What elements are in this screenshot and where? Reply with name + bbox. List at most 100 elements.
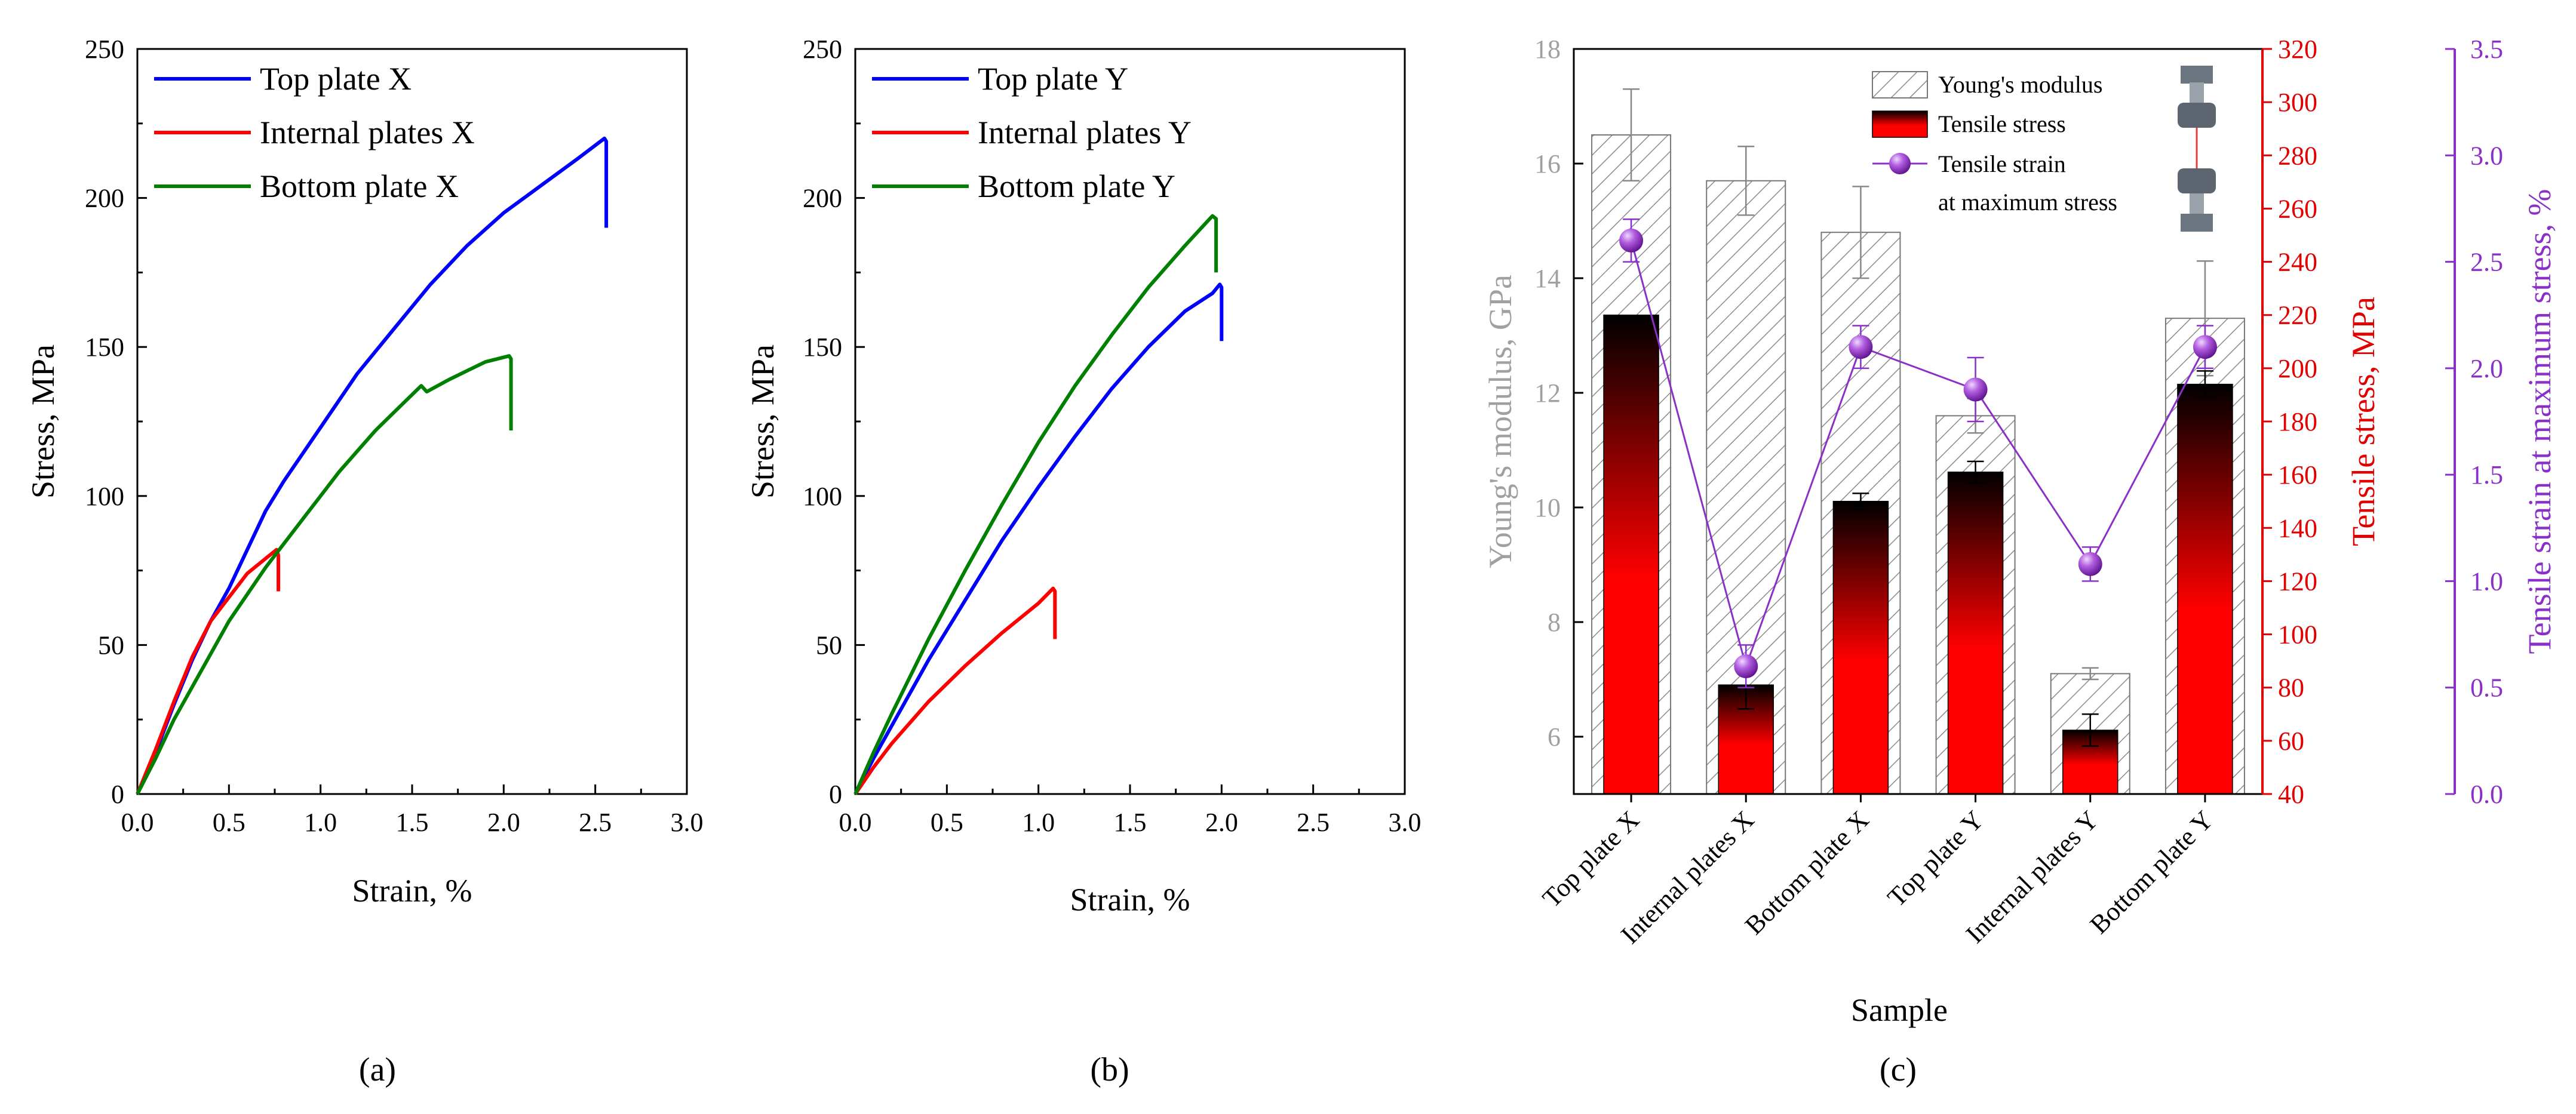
left-axis-label-c: Young's modulus, GPa (1482, 275, 1518, 568)
left-tick-label: 6 (1548, 722, 1561, 752)
axes-b-ticks: 0.0 0.5 1.0 1.5 2.0 2.5 3.0 0 50 100 150 200 250 (803, 35, 1421, 837)
stress-tick-label: 280 (2278, 141, 2317, 170)
left-tick-label: 10 (1534, 493, 1561, 522)
series-line-top-plate-x (136, 136, 609, 795)
plot-b-series (853, 214, 1224, 795)
strain-marker (1963, 377, 1988, 402)
strain-marker (2193, 335, 2217, 359)
legend-label: Internal plates X (260, 115, 475, 150)
left-tick-label: 12 (1534, 378, 1561, 408)
axes-a-ticks: 0.0 0.5 1.0 1.5 2.0 2.5 3.0 0 50 100 150 200 250 (85, 35, 704, 837)
y-tick-label: 200 (803, 184, 842, 213)
strain-marker (1619, 228, 1644, 253)
strain-series-c (1619, 219, 2217, 688)
panel-label-c: (c) (1880, 1051, 1917, 1088)
y-tick-label: 250 (85, 35, 124, 64)
series-line-bottom-plate-y (853, 214, 1218, 795)
panel-label-a: (a) (359, 1051, 396, 1088)
x-tick-label: 0.5 (931, 808, 963, 837)
legend-b: Top plate Y Internal plates Y Bottom plate… (872, 61, 1192, 204)
stress-tick-label: 220 (2278, 301, 2317, 330)
strain-tick-label: 0.0 (2470, 780, 2503, 809)
legend-label: Internal plates Y (978, 115, 1192, 150)
x-tick-label: 2.0 (487, 808, 520, 837)
stress-tick-label: 160 (2278, 460, 2317, 490)
y-tick-label: 50 (98, 630, 124, 660)
legend-modulus-swatch (1872, 71, 1928, 99)
series-line-top-plate-y (853, 282, 1224, 795)
x-tick-label: 3.0 (671, 808, 704, 837)
stress-bar (2177, 383, 2233, 795)
strain-tick-label: 3.0 (2470, 141, 2503, 170)
strain-tick-label: 3.5 (2470, 35, 2503, 64)
y-axis-label-b: Stress, MPa (745, 344, 781, 498)
x-tick-label: 0.0 (839, 808, 872, 837)
strain-tick-label: 1.5 (2470, 460, 2503, 490)
tensile-specimen-icon (2178, 66, 2216, 232)
stress-tick-label: 180 (2278, 407, 2317, 436)
strain-tick-label: 2.5 (2470, 248, 2503, 277)
strain-tick-label: 0.5 (2470, 673, 2503, 703)
stress-bar (1603, 314, 1659, 795)
strain-marker (1734, 654, 1758, 679)
bars-c (1591, 134, 2245, 795)
legend-strain-marker (1889, 153, 1911, 174)
stress-tick-label: 240 (2278, 248, 2317, 277)
left-tick-label: 8 (1548, 608, 1561, 637)
legend-label: Top plate X (260, 61, 412, 97)
panel-label-b: (b) (1090, 1051, 1129, 1088)
x-axis-label-c: Sample (1851, 992, 1948, 1028)
left-tick-label: 16 (1534, 149, 1561, 179)
legend-label: Top plate Y (978, 61, 1128, 97)
y-tick-label: 250 (803, 35, 842, 64)
x-tick-label: 0.0 (121, 808, 154, 837)
y-tick-label: 200 (85, 184, 124, 213)
category-tick-label: Bottom plate X (1739, 805, 1874, 940)
x-tick-label: 0.5 (213, 808, 245, 837)
x-axis-label-b: Strain, % (1070, 882, 1190, 918)
stress-tick-label: 100 (2278, 620, 2317, 650)
plot-a-series (136, 136, 609, 795)
stress-tick-label: 120 (2278, 567, 2317, 596)
stress-tick-label: 300 (2278, 88, 2317, 117)
panel-c: 6 8 10 12 14 16 18 40 60 80 100 120 140 160 180 200 220 2… (1482, 35, 2557, 1088)
left-tick-label: 18 (1534, 35, 1561, 64)
series-line-internal-plates-y (853, 586, 1057, 795)
strain-line (1630, 240, 2206, 670)
series-line-bottom-plate-x (136, 354, 513, 795)
legend-a: Top plate X Internal plates X Bottom plate… (154, 61, 475, 204)
panel-b: 0.0 0.5 1.0 1.5 2.0 2.5 3.0 0 50 100 150 200 250 Top… (745, 35, 1421, 1088)
stress-tick-label: 40 (2278, 780, 2304, 809)
category-tick-label: Top plate X (1537, 805, 1645, 913)
x-tick-label: 2.5 (579, 808, 612, 837)
stress-tick-label: 260 (2278, 194, 2317, 223)
legend-stress-swatch (1872, 110, 1928, 138)
legend-label: Bottom plate Y (978, 168, 1175, 204)
y-tick-label: 150 (85, 333, 124, 362)
plot-frame-b (854, 48, 1406, 795)
x-tick-label: 1.0 (1022, 808, 1055, 837)
strain-tick-label: 2.0 (2470, 354, 2503, 383)
y-axis-label-a: Stress, MPa (25, 344, 61, 498)
stress-tick-label: 200 (2278, 354, 2317, 383)
x-tick-label: 1.5 (1114, 808, 1147, 837)
legend-label: Young's modulus (1938, 71, 2102, 98)
strain-tick-label: 1.0 (2470, 567, 2503, 596)
series-line-internal-plates-x (136, 547, 281, 795)
stress-tick-label: 320 (2278, 35, 2317, 64)
stress-tick-label: 80 (2278, 673, 2304, 703)
right-axis-label-strain-c: Tensile strain at maximum stress, % (2522, 189, 2557, 654)
strain-marker (2078, 552, 2102, 576)
stress-bar (1832, 500, 1889, 795)
x-tick-label: 2.5 (1297, 808, 1330, 837)
legend-label: Tensile stress (1938, 110, 2066, 137)
legend-label: Tensile strain (1938, 150, 2066, 177)
legend-label: Bottom plate X (260, 168, 459, 204)
y-tick-label: 100 (85, 482, 124, 511)
category-tick-label: Top plate Y (1882, 805, 1989, 912)
panel-a: 0.0 0.5 1.0 1.5 2.0 2.5 3.0 0 50 100 150 200 250 Top… (25, 35, 704, 1088)
y-tick-label: 50 (816, 630, 842, 660)
category-tick-label: Bottom plate Y (2084, 805, 2219, 939)
y-tick-label: 0 (829, 780, 842, 809)
